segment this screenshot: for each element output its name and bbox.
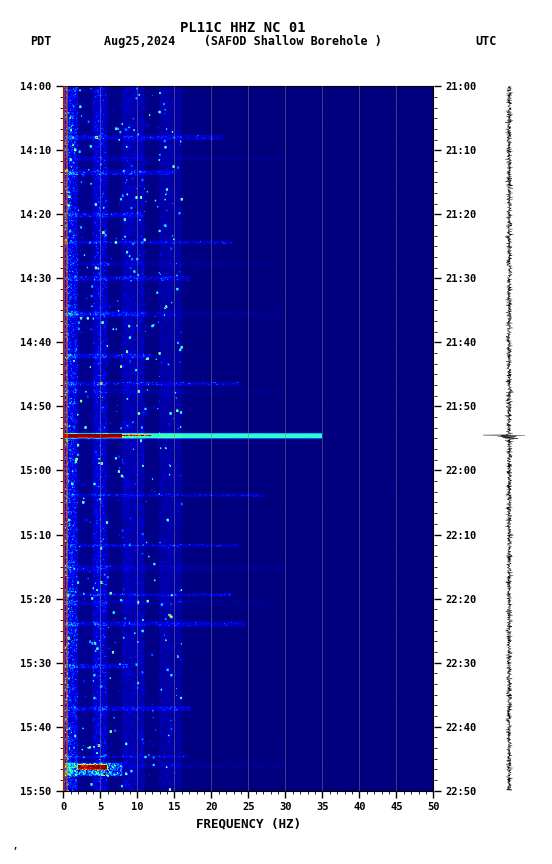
Text: Aug25,2024    (SAFOD Shallow Borehole ): Aug25,2024 (SAFOD Shallow Borehole ) (104, 35, 382, 48)
Text: PL11C HHZ NC 01: PL11C HHZ NC 01 (180, 21, 306, 35)
Text: ’: ’ (11, 848, 18, 857)
Text: PDT: PDT (30, 35, 52, 48)
X-axis label: FREQUENCY (HZ): FREQUENCY (HZ) (196, 818, 301, 831)
Text: UTC: UTC (476, 35, 497, 48)
